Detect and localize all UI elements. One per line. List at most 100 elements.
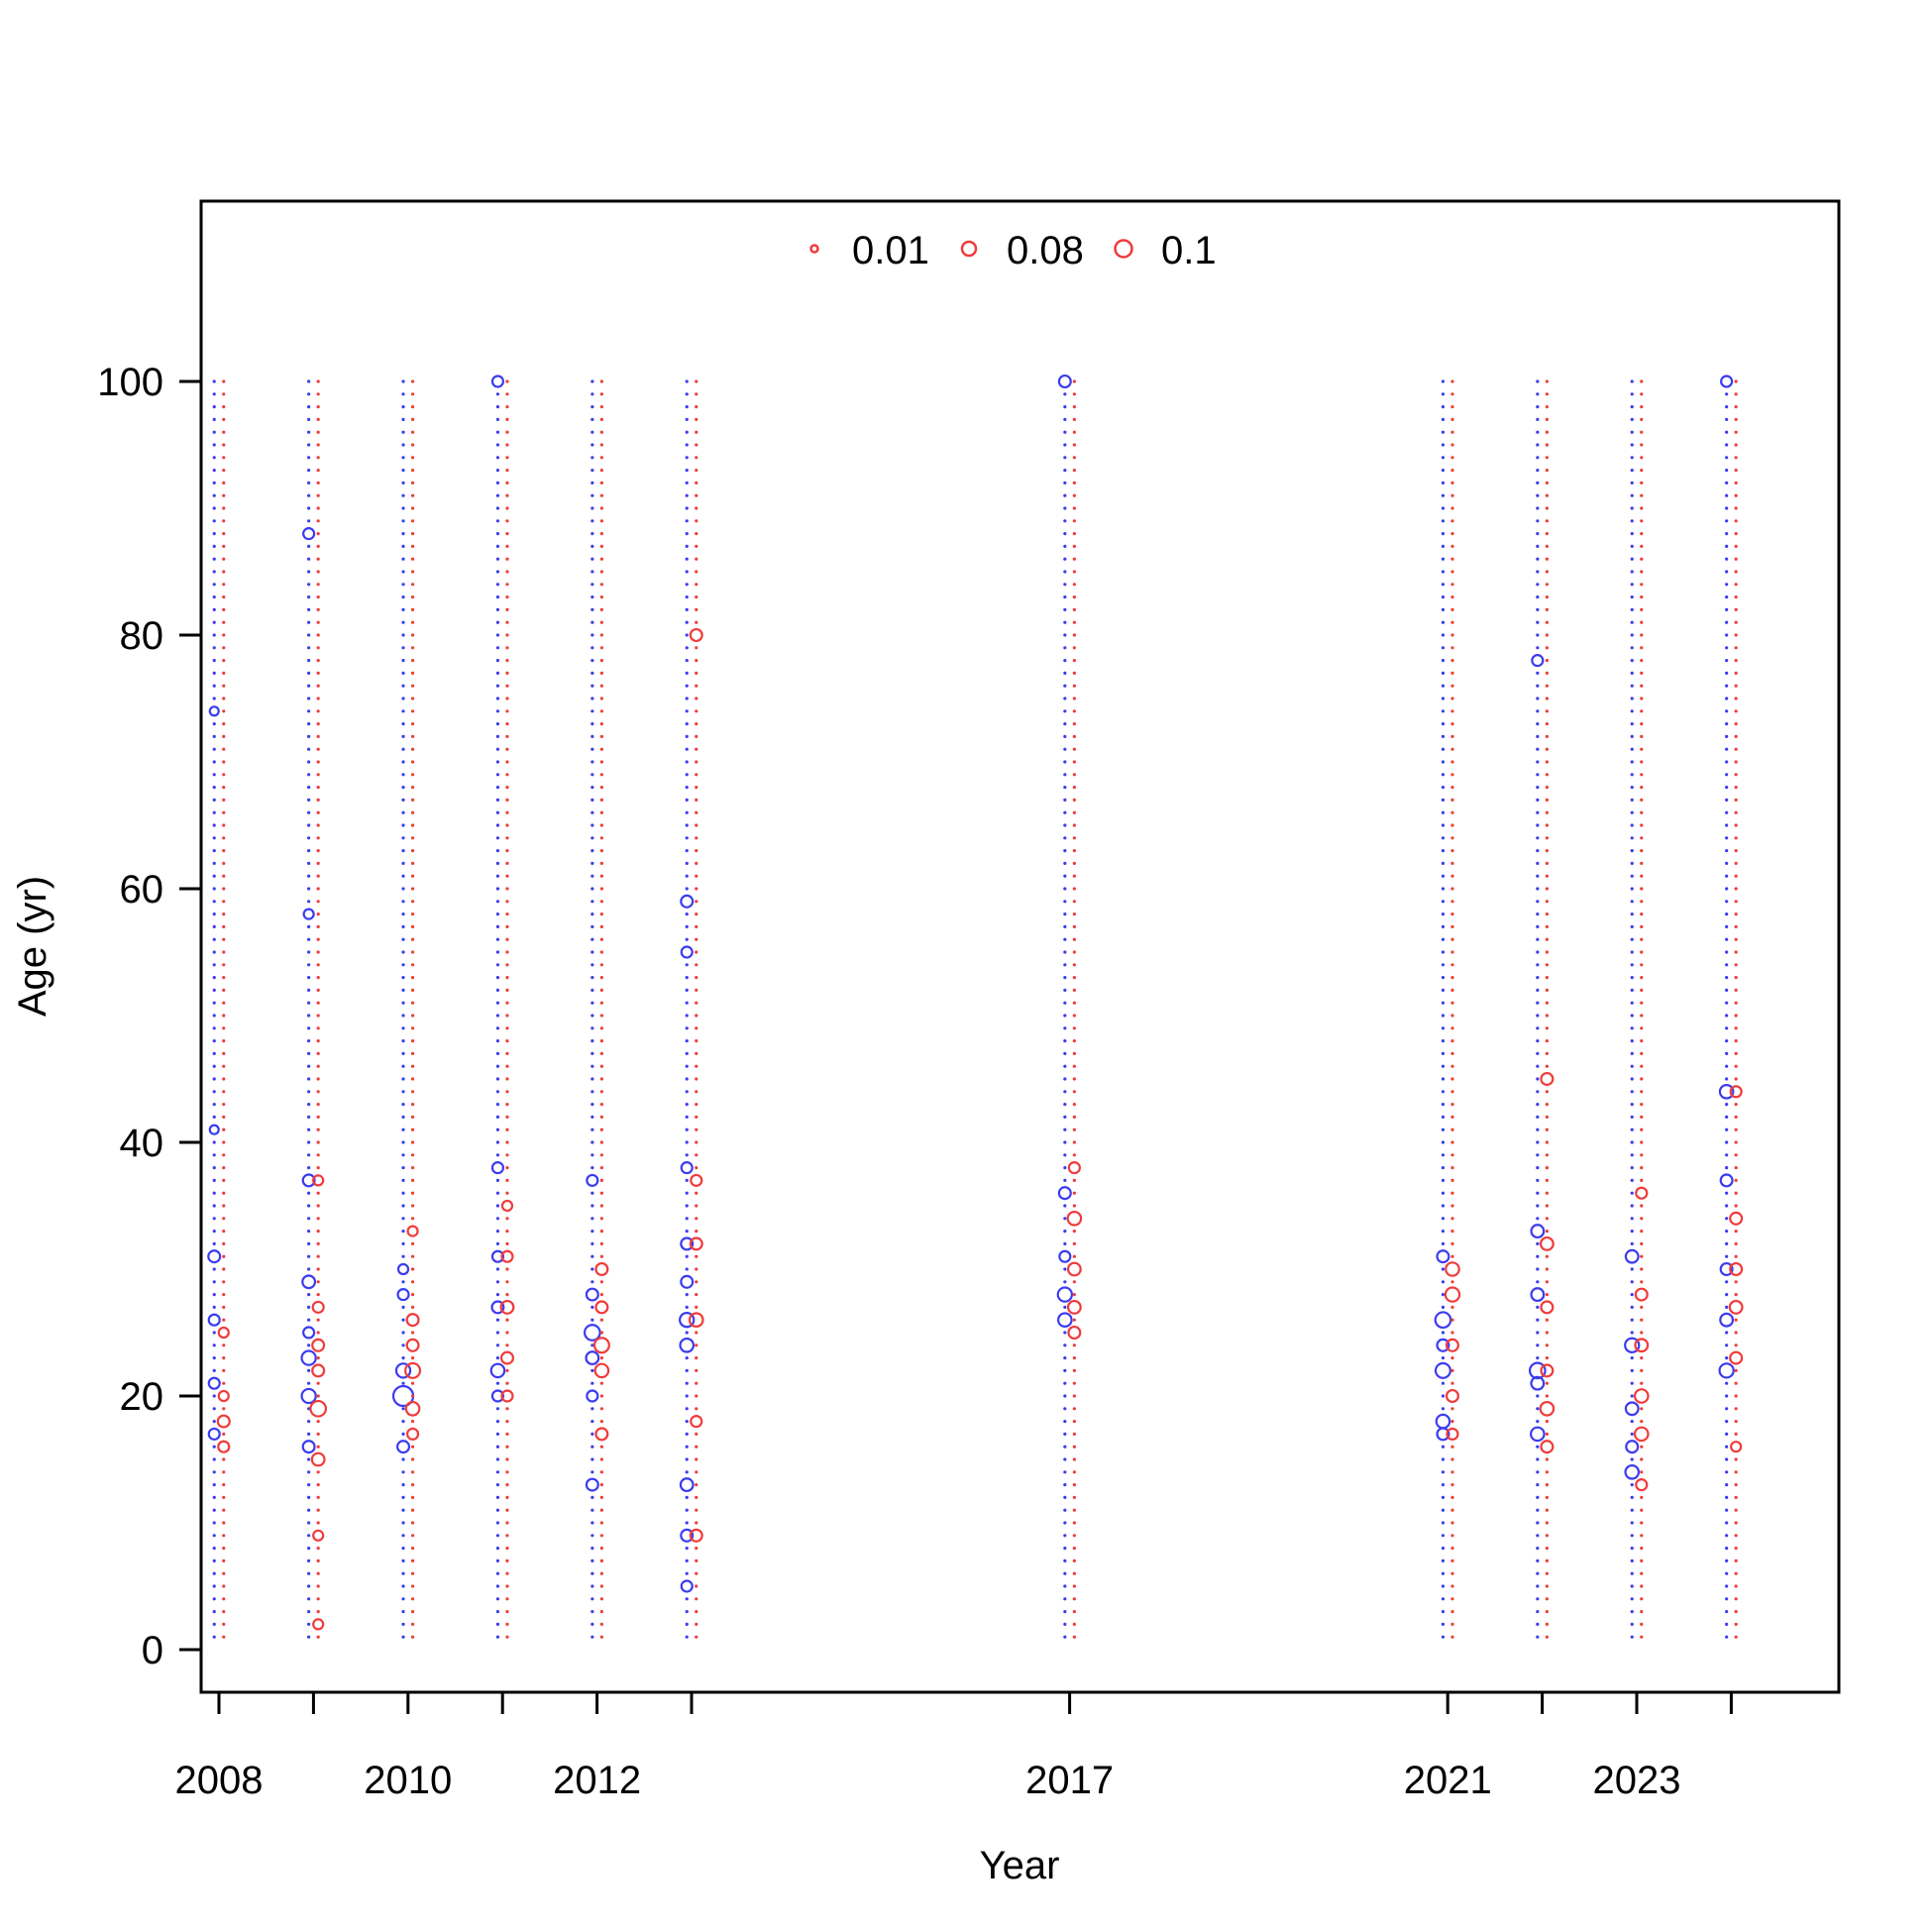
dot-0-2013-94: [686, 456, 689, 459]
dot-0-2021-67: [1442, 799, 1445, 802]
dot-1-2009-51: [317, 1002, 320, 1005]
bubble-0-2011-22: [491, 1364, 504, 1377]
dot-1-2008-21: [222, 1382, 225, 1385]
dot-1-2009-48: [317, 1039, 320, 1042]
bubble-1-2012-22: [595, 1364, 608, 1377]
dot-0-2024-88: [1725, 532, 1728, 535]
dot-1-2013-28: [695, 1293, 698, 1296]
dot-0-2024-8: [1725, 1547, 1728, 1550]
dot-0-2011-34: [496, 1217, 499, 1220]
dot-1-2011-91: [505, 494, 508, 497]
dot-1-2013-36: [695, 1192, 698, 1195]
dot-0-2017-82: [1063, 608, 1066, 611]
dot-0-2011-94: [496, 456, 499, 459]
dot-1-2023-89: [1640, 519, 1643, 522]
dot-0-2021-69: [1442, 773, 1445, 776]
dot-1-2012-92: [600, 482, 603, 484]
dot-1-2012-88: [600, 532, 603, 535]
dot-1-2010-52: [411, 989, 414, 992]
dot-1-2013-98: [695, 405, 698, 408]
dot-1-2013-34: [695, 1217, 698, 1220]
dot-0-2017-3: [1063, 1610, 1066, 1613]
dot-0-2009-50: [307, 1014, 310, 1017]
dot-1-2011-16: [505, 1446, 508, 1449]
dot-1-2022-87: [1546, 545, 1549, 548]
dot-1-2009-70: [317, 760, 320, 763]
dot-1-2008-46: [222, 1065, 225, 1068]
dot-0-2024-73: [1725, 722, 1728, 725]
dot-0-2009-77: [307, 672, 310, 675]
dot-0-2022-95: [1536, 443, 1539, 446]
dot-1-2010-71: [411, 748, 414, 751]
dot-0-2021-80: [1442, 633, 1445, 636]
dot-0-2023-44: [1631, 1090, 1634, 1093]
dot-1-2012-11: [600, 1509, 603, 1512]
dot-0-2021-60: [1442, 887, 1445, 890]
dot-1-2011-52: [505, 989, 508, 992]
dot-0-2010-94: [401, 456, 404, 459]
dot-0-2012-63: [590, 849, 593, 852]
dot-0-2017-15: [1063, 1457, 1066, 1460]
dot-1-2021-83: [1450, 595, 1453, 598]
dot-0-2013-65: [686, 823, 689, 826]
dot-1-2017-46: [1073, 1065, 1076, 1068]
dot-1-2010-56: [411, 938, 414, 941]
dot-0-2023-88: [1631, 532, 1634, 535]
dot-1-2008-12: [222, 1496, 225, 1499]
dot-0-2021-72: [1442, 735, 1445, 738]
dot-0-2008-89: [213, 519, 216, 522]
dot-0-2011-82: [496, 608, 499, 611]
bubble-0-2022-78: [1532, 655, 1543, 666]
dot-1-2022-43: [1546, 1103, 1549, 1106]
dot-1-2021-79: [1450, 646, 1453, 649]
dot-1-2023-30: [1640, 1267, 1643, 1270]
dot-1-2023-93: [1640, 469, 1643, 472]
dot-1-2013-99: [695, 392, 698, 395]
dot-1-2024-67: [1735, 799, 1738, 802]
dot-1-2022-89: [1546, 519, 1549, 522]
dot-1-2013-75: [695, 697, 698, 699]
dot-1-2021-78: [1450, 659, 1453, 662]
dot-0-2023-41: [1631, 1128, 1634, 1131]
dot-0-2023-84: [1631, 583, 1634, 586]
dot-0-2017-94: [1063, 456, 1066, 459]
dot-0-2017-12: [1063, 1496, 1066, 1499]
dot-0-2022-10: [1536, 1521, 1539, 1524]
bubble-1-2010-22: [405, 1363, 420, 1378]
dot-1-2012-70: [600, 760, 603, 763]
dot-1-2009-38: [317, 1166, 320, 1169]
dot-0-2010-70: [401, 760, 404, 763]
dot-1-2009-73: [317, 722, 320, 725]
dot-0-2024-57: [1725, 925, 1728, 928]
dot-1-2008-22: [222, 1369, 225, 1372]
dot-0-2024-86: [1725, 558, 1728, 561]
dot-1-2008-61: [222, 875, 225, 878]
dot-1-2010-2: [411, 1623, 414, 1626]
dot-0-2017-57: [1063, 925, 1066, 928]
dot-0-2022-91: [1536, 494, 1539, 497]
dot-1-2012-31: [600, 1255, 603, 1258]
dot-0-2013-48: [686, 1039, 689, 1042]
bubble-0-2022-17: [1531, 1428, 1544, 1441]
dot-0-2008-48: [213, 1039, 216, 1042]
dot-0-2009-34: [307, 1217, 310, 1220]
dot-0-2013-14: [686, 1470, 689, 1473]
dot-1-2008-30: [222, 1267, 225, 1270]
dot-0-2017-89: [1063, 519, 1066, 522]
dot-0-2017-25: [1063, 1331, 1066, 1334]
dot-0-2012-64: [590, 836, 593, 839]
dot-1-2022-88: [1546, 532, 1549, 535]
dot-0-2008-68: [213, 786, 216, 789]
dot-0-2022-9: [1536, 1534, 1539, 1537]
dot-1-2009-40: [317, 1140, 320, 1143]
dot-0-2009-1: [307, 1636, 310, 1639]
dot-0-2011-60: [496, 887, 499, 890]
dot-1-2022-44: [1546, 1090, 1549, 1093]
dot-1-2011-90: [505, 506, 508, 509]
dot-1-2022-75: [1546, 697, 1549, 699]
dot-0-2023-23: [1631, 1356, 1634, 1359]
dot-0-2013-34: [686, 1217, 689, 1220]
dot-0-2012-30: [590, 1267, 593, 1270]
dot-1-2023-21: [1640, 1382, 1643, 1385]
dot-1-2023-46: [1640, 1065, 1643, 1068]
